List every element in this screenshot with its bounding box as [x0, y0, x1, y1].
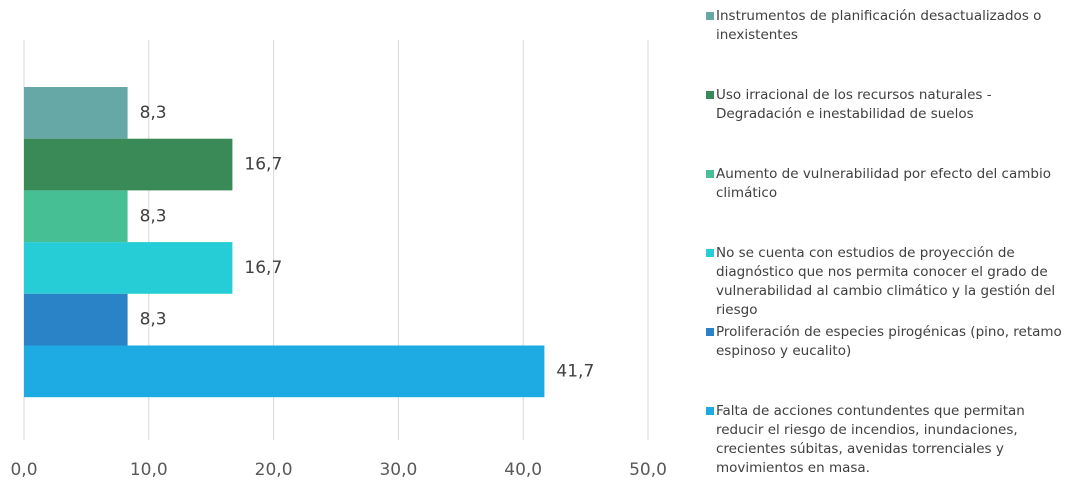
- x-tick-label: 10,0: [130, 460, 168, 480]
- chart: 0,0 10,0 20,0 30,0 40,0 50,0 8,3 16,7 8,3 16,7 8,3…: [10, 40, 667, 480]
- legend-label: Instrumentos de planificación desactuali…: [716, 8, 1042, 43]
- x-tick-label: 0,0: [10, 460, 37, 480]
- value-label: 16,7: [244, 258, 282, 278]
- legend-swatch: [706, 407, 714, 415]
- x-tick-label: 20,0: [255, 460, 293, 480]
- bar: [24, 87, 128, 139]
- bar: [24, 138, 233, 191]
- legend-item: Aumento de vulnerabilidad por efecto del…: [706, 165, 1066, 203]
- legend-swatch: [706, 249, 714, 257]
- legend-item: Proliferación de especies pirogénicas (p…: [706, 323, 1066, 361]
- value-label: 16,7: [244, 155, 282, 175]
- legend-label: Uso irracional de los recursos naturales…: [716, 87, 992, 122]
- legend-item: Falta de acciones contundentes que permi…: [706, 402, 1066, 478]
- legend-item: No se cuenta con estudios de proyección …: [706, 244, 1066, 320]
- value-label: 41,7: [556, 361, 594, 381]
- legend-item: Uso irracional de los recursos naturales…: [706, 86, 1066, 124]
- x-tick-label: 30,0: [379, 460, 417, 480]
- legend-swatch: [706, 328, 714, 336]
- bar: [24, 345, 545, 398]
- value-label: 8,3: [140, 103, 167, 123]
- legend-swatch: [706, 91, 714, 99]
- legend-swatch: [706, 170, 714, 178]
- legend-label: Aumento de vulnerabilidad por efecto del…: [716, 166, 1051, 201]
- legend-label: Falta de acciones contundentes que permi…: [716, 403, 1025, 476]
- legend-label: Proliferación de especies pirogénicas (p…: [716, 324, 1062, 359]
- bar: [24, 190, 128, 243]
- x-tick-label: 40,0: [504, 460, 542, 480]
- legend-label: No se cuenta con estudios de proyección …: [716, 245, 1056, 318]
- bar: [24, 242, 233, 294]
- value-label: 8,3: [140, 310, 167, 330]
- legend-item: Instrumentos de planificación desactuali…: [706, 7, 1066, 45]
- legend-swatch: [706, 12, 714, 20]
- bar: [24, 293, 128, 346]
- value-label: 8,3: [140, 206, 167, 226]
- x-tick-label: 50,0: [629, 460, 667, 480]
